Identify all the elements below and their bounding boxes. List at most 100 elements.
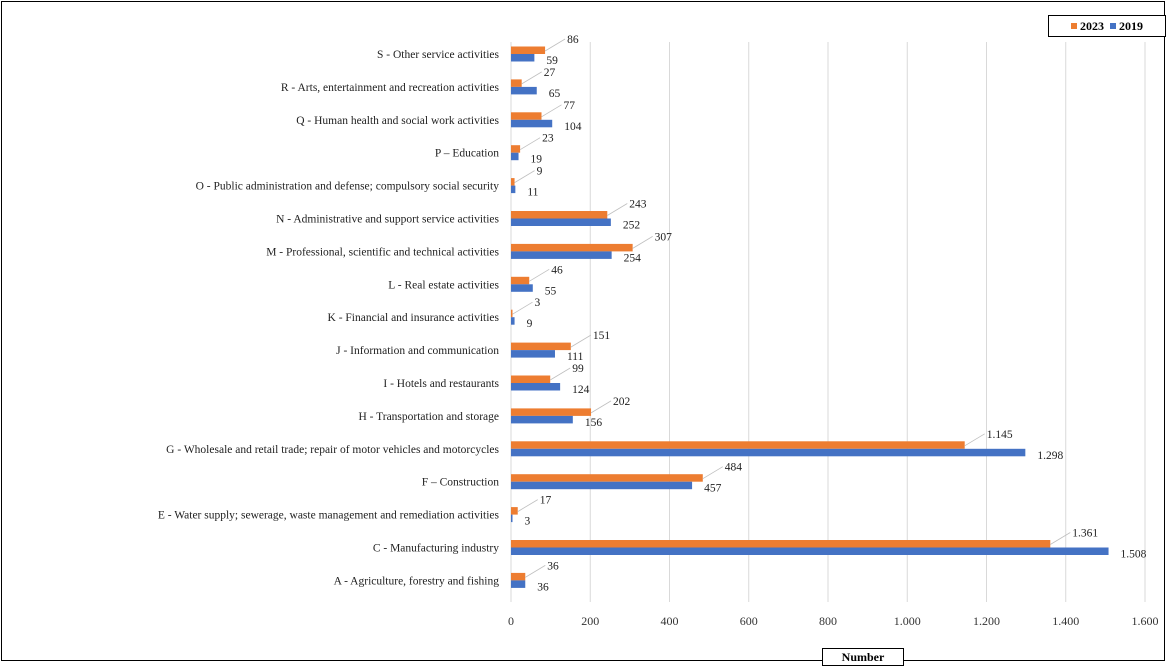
legend-swatch-2023: [1071, 23, 1077, 29]
bar-2023: [511, 145, 521, 153]
bar-2023: [511, 178, 515, 186]
x-tick-label: 1.400: [1052, 614, 1079, 628]
data-labels: 8659276577104231991124325230725446553915…: [525, 34, 1147, 593]
bar-2019: [511, 580, 526, 588]
x-tick-labels: 0 200 400 600 800 1.000 1.200 1.400 1.600: [508, 614, 1159, 628]
x-tick-label: 400: [661, 614, 679, 628]
bar-2023: [511, 375, 551, 383]
data-label-2023: 23: [542, 133, 554, 145]
bar-2019: [511, 284, 533, 292]
data-label-2019: 9: [527, 318, 533, 330]
category-label: L - Real estate activities: [388, 279, 499, 291]
bar-2019: [511, 415, 573, 424]
data-label-2019: 124: [572, 384, 590, 396]
bar-2023: [511, 540, 1051, 548]
leader-line-2023: [525, 565, 546, 578]
bar-2019: [511, 218, 611, 226]
bar-2023: [511, 507, 518, 515]
category-label: K - Financial and insurance activities: [328, 312, 500, 324]
data-label-2023: 46: [551, 264, 563, 276]
legend-item-2023: 2023: [1071, 19, 1104, 34]
category-label: H - Transportation and storage: [358, 411, 499, 423]
category-label: O - Public administration and defense; c…: [196, 181, 500, 193]
bar-2019: [511, 152, 519, 161]
category-label: M - Professional, scientific and technic…: [266, 246, 499, 258]
data-label-2019: 1.508: [1121, 549, 1147, 561]
category-label: P – Education: [435, 148, 499, 160]
leader-line-2023: [521, 71, 542, 85]
leader-line-2023: [544, 38, 566, 52]
bar-2023: [511, 276, 530, 285]
bars: [511, 46, 1109, 588]
legend-label-2023: 2023: [1080, 18, 1104, 33]
data-label-2023: 17: [540, 495, 552, 507]
category-label: I - Hotels and restaurants: [383, 378, 499, 390]
data-label-2019: 3: [525, 516, 531, 528]
data-label-2019: 156: [585, 417, 603, 429]
legend-item-2019: 2019: [1110, 19, 1143, 34]
data-label-2023: 86: [567, 34, 579, 46]
data-label-2019: 254: [624, 252, 642, 264]
leader-line-2023: [702, 466, 723, 480]
x-tick-label: 1.600: [1132, 614, 1159, 628]
x-tick-label: 0: [508, 614, 514, 628]
leader-line-2023: [570, 334, 592, 348]
data-label-2019: 59: [546, 55, 558, 67]
bar-2019: [511, 547, 1109, 555]
category-label: N - Administrative and support service a…: [276, 214, 499, 226]
data-label-2023: 27: [544, 67, 556, 79]
data-label-2023: 484: [725, 462, 743, 474]
bar-2023: [511, 46, 546, 54]
bar-2019: [511, 86, 537, 95]
data-label-2019: 19: [531, 154, 543, 166]
legend-label-2019: 2019: [1119, 18, 1143, 33]
data-label-2023: 307: [655, 231, 673, 243]
x-tick-label: 600: [740, 614, 758, 628]
category-label: C - Manufacturing industry: [373, 543, 499, 555]
leader-line-2023: [512, 301, 533, 315]
leader-line-2023: [550, 367, 571, 381]
bar-2023: [511, 112, 542, 120]
gridlines: [510, 42, 1146, 602]
category-label: J - Information and communication: [336, 345, 499, 357]
bar-2023: [511, 342, 571, 351]
bar-2019: [511, 383, 561, 391]
x-tick-label: 200: [581, 614, 599, 628]
bar-2019: [511, 481, 693, 490]
legend: 2023 2019: [1048, 15, 1166, 37]
leader-line-2023: [590, 400, 612, 414]
category-label: G - Wholesale and retail trade; repair o…: [166, 444, 499, 456]
category-label: F – Construction: [422, 477, 500, 489]
category-label: A - Agriculture, forestry and fishing: [334, 575, 500, 587]
x-tick-label: 1.000: [894, 614, 921, 628]
bar-2023: [511, 474, 703, 482]
leader-line-2023: [964, 433, 985, 447]
data-label-2023: 99: [572, 363, 584, 375]
x-axis-title: Number: [822, 648, 904, 666]
x-tick-label: 800: [819, 614, 837, 628]
bar-2023: [511, 309, 513, 318]
data-label-2019: 111: [567, 351, 584, 363]
data-label-2023: 243: [629, 199, 647, 211]
legend-swatch-2019: [1110, 23, 1116, 29]
data-label-2019: 36: [537, 581, 549, 593]
bar-2023: [511, 408, 592, 416]
category-label: R - Arts, entertainment and recreation a…: [281, 82, 500, 94]
bar-2019: [511, 448, 1026, 457]
bar-2023: [511, 79, 522, 87]
data-label-2023: 3: [535, 297, 541, 309]
category-label: Q - Human health and social work activit…: [296, 115, 499, 127]
category-label: S - Other service activities: [377, 49, 500, 61]
category-label: E - Water supply; sewerage, waste manage…: [158, 510, 500, 522]
data-label-2019: 252: [623, 220, 641, 232]
data-label-2023: 151: [593, 330, 611, 342]
leader-line-2023: [529, 268, 550, 282]
bar-2023: [511, 243, 633, 252]
bar-2019: [511, 54, 535, 62]
category-labels: S - Other service activities R - Arts, en…: [158, 49, 500, 587]
data-label-2019: 55: [545, 285, 557, 297]
leader-line-2023: [607, 203, 628, 216]
bar-2023: [511, 572, 526, 581]
